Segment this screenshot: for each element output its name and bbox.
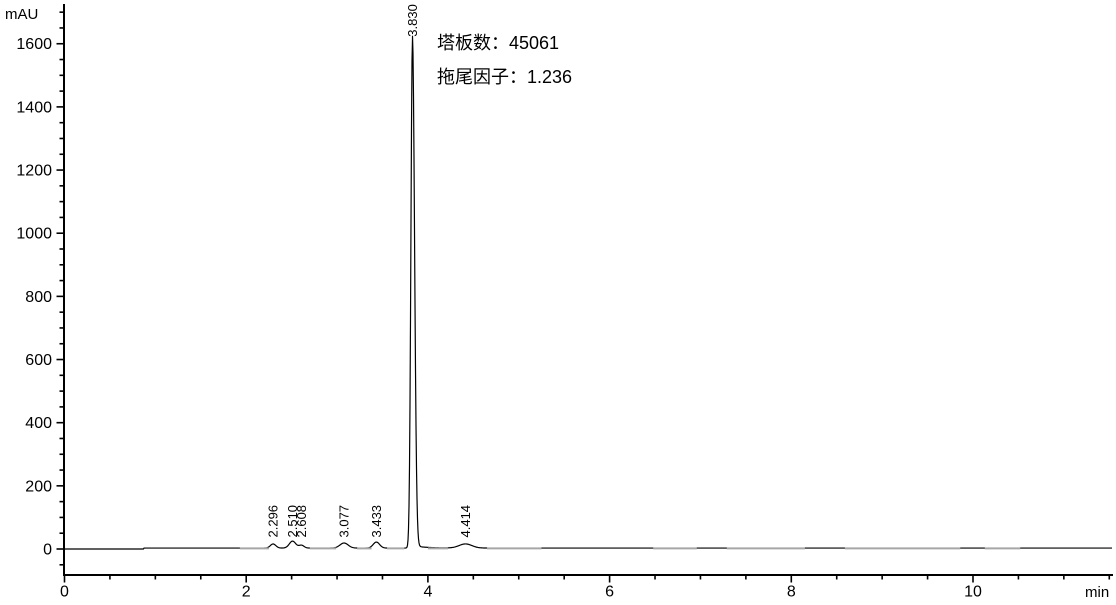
y-axis-tick-label: 1600 — [16, 36, 52, 53]
y-axis-tick-label: 1400 — [16, 99, 52, 116]
peak-label: 4.414 — [458, 505, 473, 538]
y-axis-tick-label: 600 — [25, 352, 52, 369]
x-axis-unit-label: min — [1085, 584, 1110, 601]
x-axis-tick-label: 4 — [423, 584, 432, 601]
y-axis-tick-label: 1000 — [16, 226, 52, 243]
peak-label: 3.433 — [369, 505, 384, 538]
y-axis-tick-label: 200 — [25, 478, 52, 495]
x-axis-tick-label: 10 — [964, 584, 982, 601]
chromatogram-trace — [63, 35, 1113, 550]
peak-label: 3.830 — [405, 4, 420, 37]
plates-annotation: 塔板数：45061 — [437, 33, 560, 53]
y-axis-tick-label: 0 — [43, 542, 52, 559]
peak-label: 3.077 — [337, 505, 352, 538]
x-axis-tick-label: 2 — [242, 584, 251, 601]
x-axis-tick-label: 0 — [60, 584, 69, 601]
peak-label: 2.510 — [285, 505, 300, 538]
x-axis-tick-label: 8 — [787, 584, 796, 601]
peak-label: 2.296 — [266, 505, 281, 538]
y-axis-tick-label: 1200 — [16, 163, 52, 180]
y-axis-unit-label: mAU — [5, 6, 39, 23]
peak-label: 2.608 — [294, 505, 309, 538]
x-axis-tick-label: 6 — [605, 584, 614, 601]
y-axis-tick-label: 400 — [25, 415, 52, 432]
y-axis-tick-label: 800 — [25, 289, 52, 306]
tailing-annotation: 拖尾因子：1.236 — [437, 67, 573, 87]
